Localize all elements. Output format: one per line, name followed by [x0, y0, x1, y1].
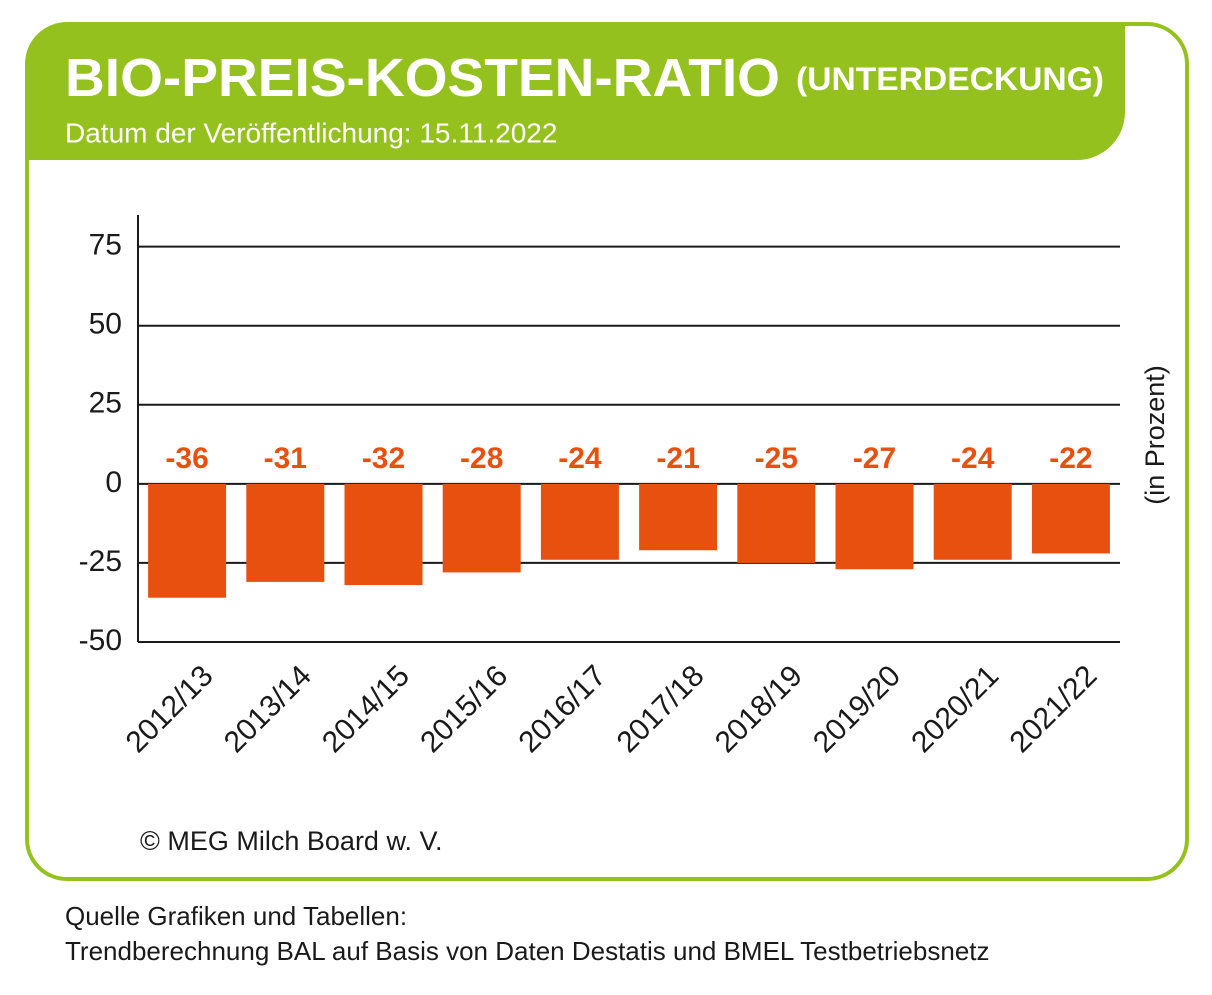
bar: [737, 483, 816, 563]
y-tick-label: 50: [89, 308, 122, 341]
y-axis-label: (in Prozent): [1140, 365, 1170, 505]
subtitle: Datum der Veröffentlichung: 15.11.2022: [65, 117, 557, 148]
y-tick-label: 0: [105, 466, 122, 499]
value-label: -27: [853, 442, 896, 475]
y-tick-label: -25: [79, 545, 122, 578]
source-line: Quelle Grafiken und Tabellen:: [65, 901, 407, 931]
value-label: -32: [362, 442, 405, 475]
header: [27, 24, 1125, 160]
y-tick-label: 25: [89, 387, 122, 420]
bar: [933, 483, 1012, 560]
bar: [246, 483, 325, 582]
value-label: -24: [951, 442, 995, 475]
copyright: © MEG Milch Board w. V.: [140, 826, 443, 856]
value-label: -31: [264, 442, 307, 475]
title-main: BIO-PREIS-KOSTEN-RATIO: [65, 48, 780, 108]
chart-title: BIO-PREIS-KOSTEN-RATIO (UNTERDECKUNG): [65, 48, 1104, 108]
source-line: Trendberechnung BAL auf Basis von Daten …: [65, 936, 990, 966]
bar: [344, 483, 423, 586]
value-label: -22: [1049, 442, 1092, 475]
bar: [639, 483, 718, 551]
bar: [442, 483, 521, 573]
value-label: -24: [558, 442, 602, 475]
value-label: -28: [460, 442, 503, 475]
value-label: -21: [656, 442, 699, 475]
value-label: -36: [165, 442, 208, 475]
bar: [835, 483, 914, 570]
bar: [1031, 483, 1110, 554]
y-tick-label: -50: [79, 624, 122, 657]
bar: [540, 483, 619, 560]
title-note: (UNTERDECKUNG): [796, 61, 1104, 97]
bar: [148, 483, 227, 598]
y-tick-label: 75: [89, 229, 122, 262]
value-label: -25: [755, 442, 798, 475]
